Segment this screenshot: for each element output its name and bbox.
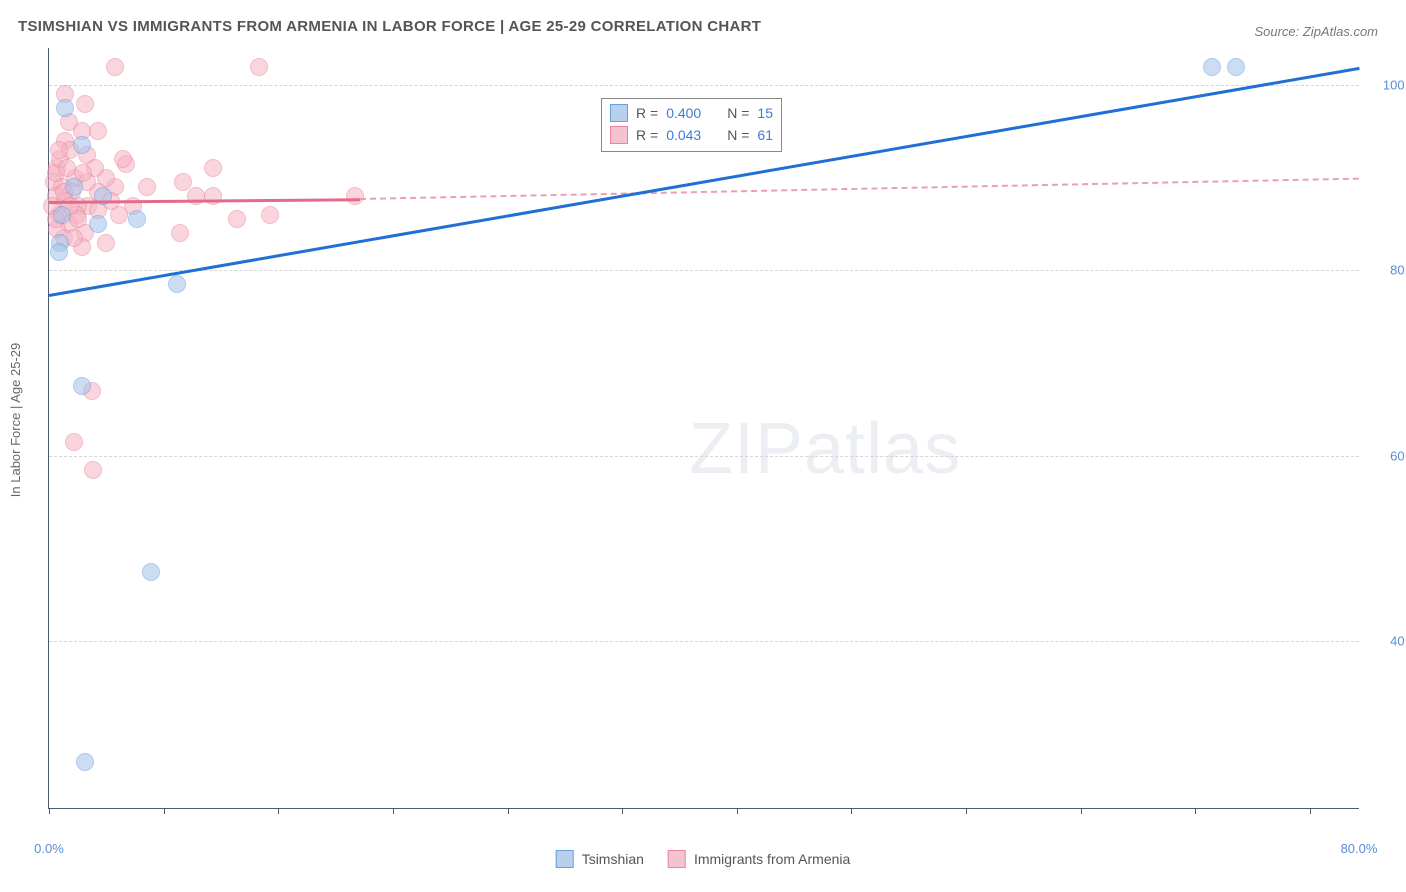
marker-tsimshian (73, 377, 91, 395)
r-label: R = (636, 124, 658, 146)
marker-armenia (250, 58, 268, 76)
gridline (49, 456, 1359, 457)
marker-armenia (84, 461, 102, 479)
r-value: 0.400 (666, 102, 701, 124)
marker-armenia (228, 210, 246, 228)
y-tick-label: 60.0% (1390, 448, 1406, 463)
y-axis-label: In Labor Force | Age 25-29 (8, 343, 23, 497)
swatch-armenia (668, 850, 686, 868)
x-tick (737, 808, 738, 814)
marker-tsimshian (73, 136, 91, 154)
n-label: N = (727, 102, 749, 124)
y-tick-label: 80.0% (1390, 263, 1406, 278)
x-tick (966, 808, 967, 814)
marker-armenia (106, 58, 124, 76)
marker-tsimshian (168, 275, 186, 293)
legend-stats: R = 0.400 N = 15 R = 0.043 N = 61 (601, 98, 782, 152)
watermark: ZIPatlas (689, 408, 961, 490)
marker-tsimshian (1227, 58, 1245, 76)
watermark-part2: atlas (804, 409, 961, 489)
x-tick-label: 0.0% (34, 841, 64, 856)
x-tick-label: 80.0% (1341, 841, 1378, 856)
legend-label: Tsimshian (582, 851, 644, 867)
x-tick (1195, 808, 1196, 814)
x-tick (1310, 808, 1311, 814)
marker-armenia (50, 141, 68, 159)
swatch-tsimshian (556, 850, 574, 868)
legend-stats-row: R = 0.400 N = 15 (610, 102, 773, 124)
marker-tsimshian (128, 210, 146, 228)
y-tick-label: 100.0% (1383, 78, 1406, 93)
marker-tsimshian (65, 178, 83, 196)
marker-tsimshian (76, 753, 94, 771)
marker-tsimshian (1203, 58, 1221, 76)
x-tick (851, 808, 852, 814)
gridline (49, 641, 1359, 642)
chart-source: Source: ZipAtlas.com (1254, 24, 1378, 39)
marker-armenia (89, 122, 107, 140)
n-label: N = (727, 124, 749, 146)
gridline (49, 270, 1359, 271)
trendline-armenia-extrap (360, 178, 1359, 200)
legend-item-tsimshian: Tsimshian (556, 850, 644, 868)
n-value: 15 (757, 102, 773, 124)
r-value: 0.043 (666, 124, 701, 146)
marker-armenia (114, 150, 132, 168)
x-tick (278, 808, 279, 814)
marker-armenia (261, 206, 279, 224)
marker-armenia (346, 187, 364, 205)
r-label: R = (636, 102, 658, 124)
legend-item-armenia: Immigrants from Armenia (668, 850, 850, 868)
marker-armenia (97, 234, 115, 252)
marker-tsimshian (142, 563, 160, 581)
bottom-legend: Tsimshian Immigrants from Armenia (556, 850, 851, 868)
plot-area: ZIPatlas R = 0.400 N = 15 R = 0.043 N = … (48, 48, 1359, 809)
n-value: 61 (757, 124, 773, 146)
marker-tsimshian (56, 99, 74, 117)
swatch-armenia (610, 126, 628, 144)
marker-armenia (76, 95, 94, 113)
marker-armenia (65, 433, 83, 451)
gridline (49, 85, 1359, 86)
x-tick (164, 808, 165, 814)
marker-tsimshian (53, 206, 71, 224)
marker-tsimshian (50, 243, 68, 261)
chart-title: TSIMSHIAN VS IMMIGRANTS FROM ARMENIA IN … (18, 18, 761, 35)
legend-stats-row: R = 0.043 N = 61 (610, 124, 773, 146)
x-tick (622, 808, 623, 814)
marker-armenia (138, 178, 156, 196)
swatch-tsimshian (610, 104, 628, 122)
marker-armenia (204, 159, 222, 177)
y-tick-label: 40.0% (1390, 634, 1406, 649)
marker-tsimshian (89, 215, 107, 233)
x-tick (393, 808, 394, 814)
x-tick (508, 808, 509, 814)
legend-label: Immigrants from Armenia (694, 851, 850, 867)
x-tick (49, 808, 50, 814)
marker-armenia (58, 159, 76, 177)
marker-armenia (171, 224, 189, 242)
x-tick (1081, 808, 1082, 814)
watermark-part1: ZIP (689, 409, 804, 489)
